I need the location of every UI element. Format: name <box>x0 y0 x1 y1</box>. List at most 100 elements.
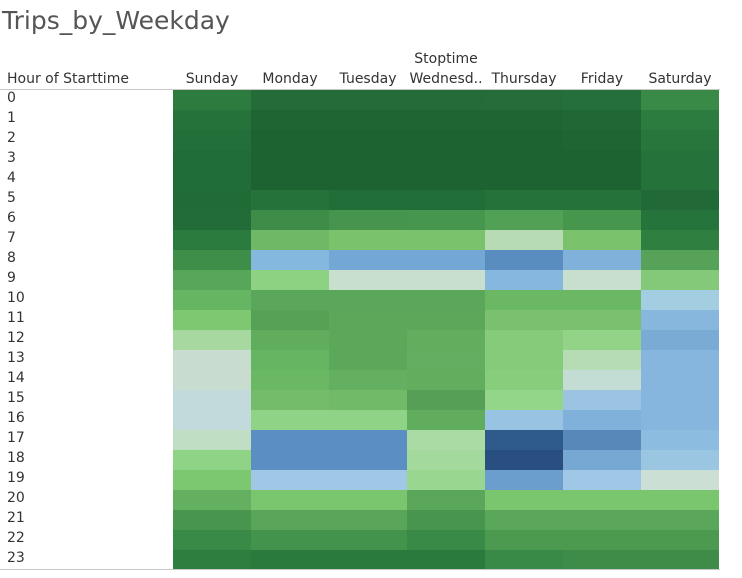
heatmap-cell-hour-19-col-4 <box>485 470 563 490</box>
heatmap-cell-hour-12-col-4 <box>485 330 563 350</box>
heatmap-cell-hour-18-col-5 <box>563 450 641 470</box>
heatmap-cell-hour-21-col-5 <box>563 510 641 530</box>
heatmap-cell-hour-17-col-0 <box>173 430 251 450</box>
heatmap-cell-hour-4-col-1 <box>251 170 329 190</box>
heatmap-cell-hour-13-col-4 <box>485 350 563 370</box>
heatmap-cell-hour-22-col-3 <box>407 530 485 550</box>
heatmap-cell-hour-3-col-4 <box>485 150 563 170</box>
row-label-hour-8: 8 <box>7 250 16 266</box>
heatmap-cell-hour-22-col-6 <box>641 530 719 550</box>
heatmap-cell-hour-17-col-3 <box>407 430 485 450</box>
heatmap-cell-hour-1-col-1 <box>251 110 329 130</box>
heatmap-cell-hour-3-col-6 <box>641 150 719 170</box>
heatmap-cell-hour-6-col-2 <box>329 210 407 230</box>
row-label-hour-9: 9 <box>7 270 16 286</box>
row-label-hour-1: 1 <box>7 110 16 126</box>
heatmap-cell-hour-18-col-3 <box>407 450 485 470</box>
heatmap-cell-hour-11-col-2 <box>329 310 407 330</box>
heatmap-cell-hour-11-col-6 <box>641 310 719 330</box>
heatmap-cell-hour-15-col-6 <box>641 390 719 410</box>
heatmap-cell-hour-7-col-5 <box>563 230 641 250</box>
heatmap-cell-hour-6-col-6 <box>641 210 719 230</box>
heatmap-cell-hour-16-col-3 <box>407 410 485 430</box>
heatmap-cell-hour-0-col-0 <box>173 90 251 110</box>
heatmap-cell-hour-22-col-0 <box>173 530 251 550</box>
heatmap-cell-hour-6-col-1 <box>251 210 329 230</box>
heatmap-cell-hour-4-col-2 <box>329 170 407 190</box>
heatmap-cell-hour-21-col-4 <box>485 510 563 530</box>
heatmap-cell-hour-3-col-5 <box>563 150 641 170</box>
heatmap-cell-hour-23-col-4 <box>485 550 563 570</box>
row-label-hour-10: 10 <box>7 290 25 306</box>
heatmap-cell-hour-16-col-1 <box>251 410 329 430</box>
heatmap-cell-hour-20-col-2 <box>329 490 407 510</box>
heatmap-cell-hour-9-col-4 <box>485 270 563 290</box>
row-label-hour-6: 6 <box>7 210 16 226</box>
heatmap-cell-hour-5-col-5 <box>563 190 641 210</box>
heatmap-cell-hour-21-col-1 <box>251 510 329 530</box>
heatmap-cell-hour-4-col-6 <box>641 170 719 190</box>
heatmap-cell-hour-13-col-6 <box>641 350 719 370</box>
heatmap-cell-hour-19-col-2 <box>329 470 407 490</box>
heatmap-cell-hour-10-col-3 <box>407 290 485 310</box>
heatmap-cell-hour-12-col-6 <box>641 330 719 350</box>
heatmap-cell-hour-16-col-0 <box>173 410 251 430</box>
heatmap-cell-hour-10-col-1 <box>251 290 329 310</box>
heatmap-cell-hour-21-col-6 <box>641 510 719 530</box>
heatmap-cell-hour-0-col-2 <box>329 90 407 110</box>
row-label-hour-15: 15 <box>7 390 25 406</box>
heatmap-cell-hour-8-col-5 <box>563 250 641 270</box>
heatmap-cell-hour-0-col-5 <box>563 90 641 110</box>
heatmap-cell-hour-10-col-6 <box>641 290 719 310</box>
row-label-hour-16: 16 <box>7 410 25 426</box>
heatmap-cell-hour-9-col-0 <box>173 270 251 290</box>
row-label-hour-20: 20 <box>7 490 25 506</box>
heatmap-cell-hour-8-col-6 <box>641 250 719 270</box>
heatmap-cell-hour-15-col-5 <box>563 390 641 410</box>
column-header-saturday: Saturday <box>648 71 712 87</box>
heatmap-cell-hour-14-col-2 <box>329 370 407 390</box>
row-label-hour-21: 21 <box>7 510 25 526</box>
heatmap-cell-hour-17-col-6 <box>641 430 719 450</box>
heatmap-cell-hour-15-col-0 <box>173 390 251 410</box>
heatmap-cell-hour-3-col-2 <box>329 150 407 170</box>
heatmap-cell-hour-21-col-2 <box>329 510 407 530</box>
row-label-hour-11: 11 <box>7 310 25 326</box>
heatmap-cell-hour-4-col-3 <box>407 170 485 190</box>
heatmap-cell-hour-22-col-2 <box>329 530 407 550</box>
heatmap-cell-hour-16-col-4 <box>485 410 563 430</box>
heatmap-cell-hour-5-col-2 <box>329 190 407 210</box>
heatmap-cell-hour-13-col-5 <box>563 350 641 370</box>
heatmap-cell-hour-16-col-6 <box>641 410 719 430</box>
heatmap-cell-hour-19-col-0 <box>173 470 251 490</box>
heatmap-cell-hour-0-col-3 <box>407 90 485 110</box>
heatmap-cell-hour-22-col-4 <box>485 530 563 550</box>
heatmap-cell-hour-21-col-0 <box>173 510 251 530</box>
heatmap-cell-hour-10-col-5 <box>563 290 641 310</box>
row-label-hour-3: 3 <box>7 150 16 166</box>
heatmap-cell-hour-1-col-3 <box>407 110 485 130</box>
heatmap-cell-hour-0-col-4 <box>485 90 563 110</box>
heatmap-cell-hour-14-col-4 <box>485 370 563 390</box>
row-label-hour-17: 17 <box>7 430 25 446</box>
column-header-monday: Monday <box>262 71 318 87</box>
heatmap-cell-hour-0-col-1 <box>251 90 329 110</box>
row-label-hour-7: 7 <box>7 230 16 246</box>
heatmap-cell-hour-8-col-2 <box>329 250 407 270</box>
heatmap-cell-hour-9-col-2 <box>329 270 407 290</box>
row-label-hour-2: 2 <box>7 130 16 146</box>
heatmap-cell-hour-14-col-3 <box>407 370 485 390</box>
heatmap-cell-hour-5-col-6 <box>641 190 719 210</box>
heatmap-cell-hour-18-col-0 <box>173 450 251 470</box>
heatmap-cell-hour-13-col-1 <box>251 350 329 370</box>
heatmap-cell-hour-14-col-1 <box>251 370 329 390</box>
heatmap-cell-hour-18-col-6 <box>641 450 719 470</box>
row-label-hour-23: 23 <box>7 550 25 566</box>
heatmap-cell-hour-12-col-1 <box>251 330 329 350</box>
heatmap-cell-hour-4-col-4 <box>485 170 563 190</box>
heatmap-cell-hour-21-col-3 <box>407 510 485 530</box>
heatmap-cell-hour-2-col-2 <box>329 130 407 150</box>
heatmap-cell-hour-1-col-4 <box>485 110 563 130</box>
heatmap-cell-hour-3-col-1 <box>251 150 329 170</box>
heatmap-cell-hour-1-col-5 <box>563 110 641 130</box>
